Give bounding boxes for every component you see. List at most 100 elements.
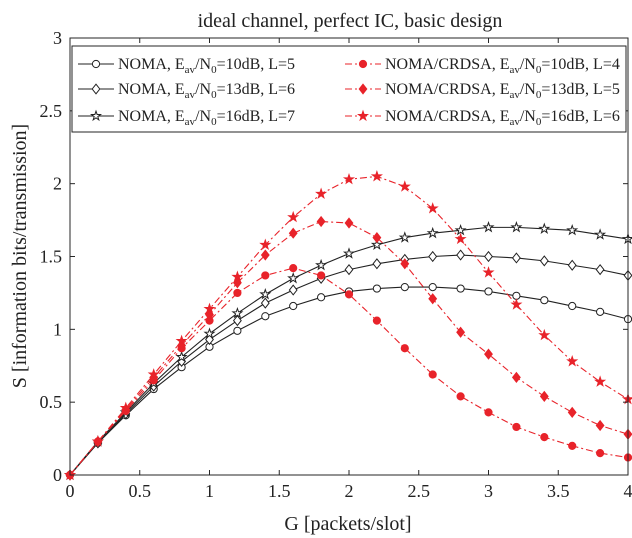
data-point-marker: [511, 371, 521, 384]
data-point-marker: [370, 238, 383, 250]
data-point-marker: [147, 368, 160, 380]
x-tick-label: 1: [205, 481, 214, 501]
y-tick-label: 1: [53, 319, 62, 339]
legend-item: NOMA/CRDSA, Eav/N0=16dB, L=6: [345, 108, 620, 128]
legend-label: NOMA, Eav/N0=13dB, L=6: [118, 81, 295, 101]
y-tick-label: 0: [53, 465, 62, 485]
legend-item: NOMA, Eav/N0=16dB, L=7: [78, 108, 295, 128]
data-point-marker: [566, 355, 579, 367]
data-point-marker: [428, 370, 437, 379]
data-point-marker: [232, 314, 242, 327]
data-point-marker: [594, 228, 607, 240]
data-point-marker: [315, 258, 328, 271]
data-point-marker: [261, 312, 270, 321]
data-point-marker: [372, 258, 382, 270]
data-point-marker: [400, 344, 409, 353]
x-tick-label: 0.5: [129, 481, 152, 501]
data-point-marker: [511, 252, 521, 264]
data-point-marker: [428, 293, 438, 305]
x-tick-label: 2: [345, 481, 354, 501]
y-tick-label: 2: [53, 174, 62, 194]
data-point-marker: [510, 298, 523, 310]
legend-label: NOMA/CRDSA, Eav/N0=13dB, L=5: [385, 81, 620, 101]
data-point-marker: [91, 59, 101, 69]
y-axis-title: S [information bits/transmission]: [9, 124, 31, 388]
y-tick-label: 0.5: [40, 392, 63, 412]
data-point-marker: [510, 221, 523, 233]
x-tick-label: 1.5: [268, 481, 291, 501]
legend: NOMA, Eav/N0=10dB, L=5 NOMA, Eav/N0=13dB,…: [71, 45, 627, 133]
data-point-marker: [456, 284, 465, 293]
data-point-marker: [484, 348, 493, 360]
data-point-marker: [288, 227, 298, 239]
data-point-marker: [540, 433, 549, 442]
data-point-marker: [484, 408, 493, 417]
data-point-marker: [261, 271, 270, 280]
data-point-marker: [344, 290, 354, 299]
data-point-marker: [344, 264, 354, 276]
x-tick-label: 4: [624, 481, 632, 501]
legend-label: NOMA/CRDSA, Eav/N0=16dB, L=6: [385, 108, 620, 128]
data-point-marker: [538, 222, 551, 234]
data-point-marker: [398, 180, 411, 192]
data-point-marker: [372, 284, 381, 293]
data-point-marker: [259, 288, 272, 300]
legend-item: NOMA/CRDSA, Eav/N0=13dB, L=5: [345, 81, 620, 101]
data-point-marker: [203, 327, 216, 339]
data-point-marker: [119, 401, 132, 414]
data-point-marker: [454, 223, 467, 236]
data-point-marker: [260, 297, 270, 309]
x-tick-label: 0: [66, 481, 75, 501]
data-point-marker: [259, 238, 272, 250]
data-point-marker: [203, 302, 216, 315]
data-point-marker: [175, 334, 188, 347]
data-point-marker: [260, 249, 270, 261]
data-point-marker: [231, 270, 244, 283]
data-point-marker: [315, 187, 328, 200]
data-point-marker: [595, 264, 605, 276]
data-point-marker: [317, 271, 326, 280]
data-point-marker: [456, 392, 465, 401]
legend-item: NOMA, Eav/N0=13dB, L=6: [78, 81, 295, 101]
data-point-marker: [288, 284, 298, 296]
data-point-marker: [567, 406, 577, 418]
data-point-marker: [289, 264, 298, 273]
y-tick-label: 1.5: [40, 247, 63, 267]
data-point-marker: [482, 221, 495, 233]
data-point-marker: [175, 350, 188, 363]
data-point-marker: [358, 83, 368, 95]
data-point-marker: [456, 326, 466, 338]
data-point-marker: [428, 282, 437, 292]
data-point-marker: [91, 83, 101, 95]
data-point-marker: [372, 231, 382, 244]
legend-label: NOMA/CRDSA, Eav/N0=10dB, L=4: [385, 56, 620, 76]
data-point-marker: [454, 232, 467, 245]
series-6: [63, 170, 632, 481]
x-tick-label: 3.5: [547, 481, 570, 501]
data-point-marker: [342, 247, 356, 259]
series-line: [69, 220, 629, 476]
data-point-marker: [426, 226, 439, 239]
data-point-marker: [539, 255, 549, 267]
legend-label: NOMA, Eav/N0=16dB, L=7: [118, 108, 295, 128]
data-point-marker: [484, 250, 493, 263]
legend-item: NOMA/CRDSA, Eav/N0=10dB, L=4: [345, 56, 620, 76]
data-point-marker: [91, 435, 104, 447]
data-point-marker: [484, 287, 493, 296]
data-point-marker: [568, 301, 577, 311]
data-point-marker: [370, 170, 383, 182]
data-point-marker: [540, 296, 549, 305]
data-point-marker: [456, 249, 466, 261]
data-point-marker: [426, 202, 439, 214]
legend-item: NOMA, Eav/N0=10dB, L=5: [78, 56, 295, 76]
data-point-marker: [231, 306, 244, 319]
data-point-marker: [400, 258, 410, 270]
data-point-marker: [539, 390, 549, 402]
data-point-marker: [358, 59, 368, 69]
data-point-marker: [482, 266, 495, 278]
data-point-marker: [594, 375, 607, 387]
data-point-marker: [344, 217, 354, 229]
data-point-marker: [566, 223, 579, 236]
data-point-marker: [595, 419, 605, 432]
